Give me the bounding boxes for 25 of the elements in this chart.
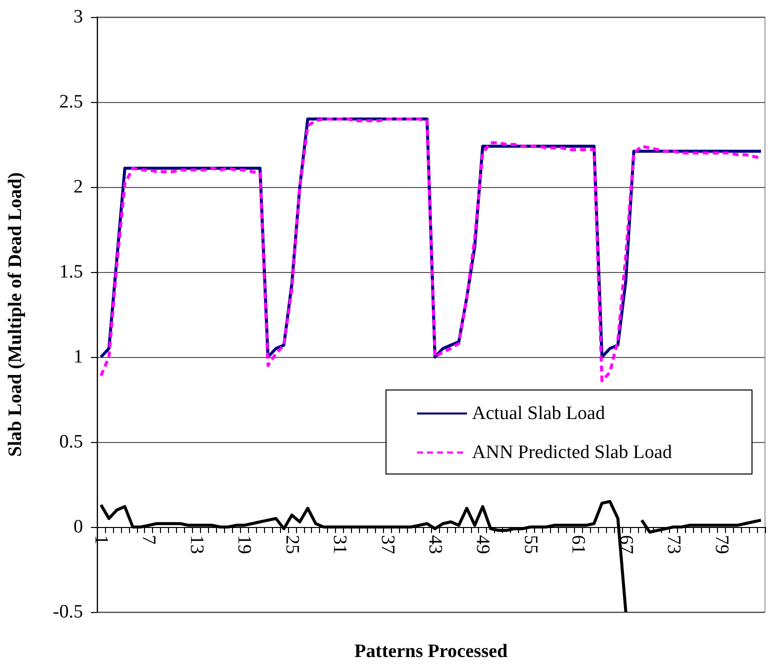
x-tick-label: 13 <box>186 535 207 554</box>
y-tick-label: 2.5 <box>59 92 83 112</box>
x-tick-label: 55 <box>520 535 541 554</box>
x-tick-label: 67 <box>615 535 636 554</box>
y-tick-label: 0.5 <box>59 432 83 452</box>
x-tick-label: 25 <box>281 535 302 554</box>
x-tick-label: 19 <box>234 535 255 554</box>
x-tick-label: 37 <box>376 535 398 554</box>
y-tick-label: 2 <box>74 176 83 198</box>
y-tick-label: -0.5 <box>52 602 83 622</box>
x-tick-label: 43 <box>424 535 446 554</box>
legend-label: ANN Predicted Slab Load <box>472 442 672 463</box>
x-tick-label: 7 <box>138 535 160 544</box>
x-tick-label: 49 <box>472 535 494 554</box>
y-tick-label: 1.5 <box>59 262 83 282</box>
legend-label: Actual Slab Load <box>472 403 606 424</box>
y-tick-label: 0 <box>74 516 83 538</box>
y-tick-label: 3 <box>74 6 83 28</box>
x-axis-title: Patterns Processed <box>354 641 508 662</box>
y-axis-title: Slab Load (Multiple of Dead Load) <box>5 172 26 457</box>
x-tick-label: 61 <box>568 535 589 554</box>
x-tick-label: 79 <box>710 535 732 554</box>
x-tick-label: 73 <box>663 535 684 554</box>
x-tick-label: 31 <box>329 535 350 554</box>
y-tick-label: 1 <box>74 346 83 368</box>
